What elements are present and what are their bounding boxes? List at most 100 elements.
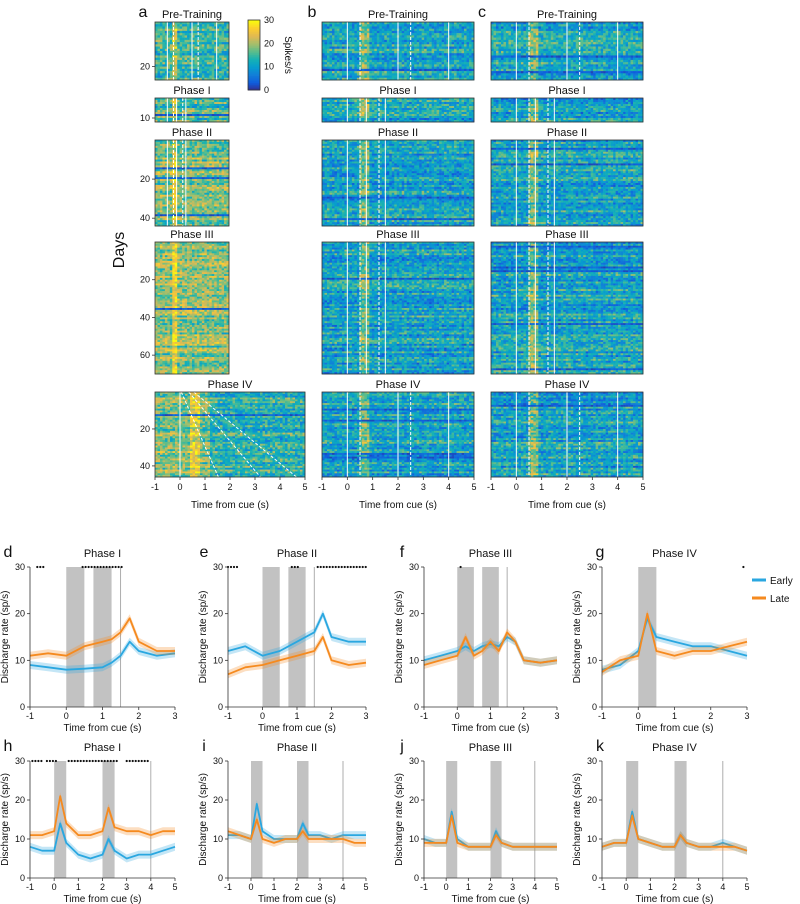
heatmap-cell <box>162 397 166 400</box>
heatmap-cell <box>162 334 166 337</box>
heatmap-cell <box>214 143 217 147</box>
heatmap-cell <box>189 285 193 288</box>
heatmap-cell <box>214 353 217 356</box>
heatmap-cell <box>206 332 210 335</box>
heatmap-cell <box>192 181 195 184</box>
heatmap-cell <box>164 326 168 330</box>
heatmap-cell <box>189 343 193 347</box>
heatmap-cell <box>164 184 168 188</box>
heatmap-cell <box>189 362 193 365</box>
heatmap-cell <box>180 401 183 404</box>
heatmap-cell <box>155 75 158 79</box>
heatmap-cell <box>182 264 185 267</box>
heatmap-cell <box>167 39 171 43</box>
heatmap-cell <box>155 338 158 341</box>
heatmap-cell <box>167 208 171 211</box>
heatmap-cell <box>177 347 180 350</box>
heatmap-cell <box>199 251 203 254</box>
heatmap-cell <box>172 110 176 113</box>
heatmap-cell <box>211 196 215 199</box>
heatmap-cell <box>211 358 215 362</box>
heatmap-cell <box>230 395 233 398</box>
heatmap-cell <box>164 364 168 367</box>
heatmap-cell <box>169 294 173 297</box>
heatmap-cell <box>201 218 205 221</box>
heatmap-cell <box>184 353 188 356</box>
heatmap-cell <box>214 155 217 158</box>
heatmap-cell <box>189 245 193 248</box>
heatmap-cell <box>187 33 190 36</box>
heatmap-cell <box>174 272 178 275</box>
heatmap-cell <box>192 66 195 70</box>
heatmap-cell <box>177 71 180 74</box>
heatmap-cell <box>240 395 243 398</box>
heatmap-cell <box>285 392 288 395</box>
heatmap-cell <box>209 188 213 192</box>
heatmap-cell <box>216 188 220 192</box>
heatmap-cell <box>194 48 198 52</box>
heatmap-cell <box>189 192 193 196</box>
heatmap-cell <box>169 257 173 260</box>
heatmap-cell <box>177 224 180 227</box>
heatmap-cell <box>199 66 203 70</box>
heatmap-cell <box>155 153 158 156</box>
heatmap-cell <box>185 392 188 395</box>
heatmap-cell <box>214 204 217 207</box>
heatmap-cell <box>169 167 173 170</box>
heatmap-cell <box>189 336 193 339</box>
heatmap-cell <box>255 397 258 400</box>
heatmap-cell <box>270 401 273 404</box>
heatmap-cell <box>197 392 201 395</box>
heatmap-cell <box>189 46 193 50</box>
heatmap-cell <box>199 302 203 305</box>
heatmap-cell <box>219 210 222 213</box>
heatmap-cell <box>211 155 215 158</box>
heatmap-cell <box>159 338 163 341</box>
heatmap-cell <box>155 155 158 158</box>
heatmap-cell <box>201 167 205 170</box>
heatmap-cell <box>195 393 198 396</box>
heatmap-cell <box>157 251 161 254</box>
heatmap-cell <box>157 332 161 335</box>
heatmap-cell <box>192 190 195 194</box>
heatmap-cell <box>226 264 230 267</box>
heatmap-cell <box>189 157 193 160</box>
heatmap-cell <box>164 116 168 119</box>
heatmap-cell <box>221 202 225 205</box>
heatmap-cell <box>177 395 181 398</box>
heatmap-cell <box>214 302 217 305</box>
heatmap-cell <box>201 159 205 162</box>
heatmap-cell <box>214 224 217 227</box>
heatmap-cell <box>155 243 158 247</box>
heatmap-cell <box>209 368 213 371</box>
heatmap-cell <box>162 347 166 350</box>
heatmap-cell <box>184 370 188 373</box>
heatmap-cell <box>190 399 193 402</box>
heatmap-cell <box>194 247 198 250</box>
heatmap-cell <box>214 186 217 190</box>
heatmap-cell <box>224 362 227 365</box>
heatmap-cell <box>189 177 193 180</box>
heatmap-cell <box>201 22 205 25</box>
heatmap-cell <box>155 190 158 194</box>
heatmap-cell <box>159 141 163 145</box>
heatmap-cell <box>194 311 198 314</box>
heatmap-cell <box>187 292 190 296</box>
heatmap-cell <box>167 165 171 168</box>
heatmap-cell <box>199 141 203 145</box>
heatmap-cell <box>179 296 183 299</box>
heatmap-cell <box>182 155 185 158</box>
heatmap-cell <box>194 163 198 166</box>
heatmap-cell <box>214 358 217 362</box>
heatmap-cell <box>177 153 180 156</box>
heatmap-cell <box>192 53 195 56</box>
heatmap-cell <box>221 140 225 143</box>
heatmap-cell <box>201 39 205 43</box>
heatmap-cell <box>192 35 195 38</box>
heatmap-cell <box>169 220 173 223</box>
heatmap-cell <box>177 214 180 217</box>
heatmap-cell <box>157 392 161 395</box>
heatmap-cell <box>155 26 158 29</box>
heatmap-cell <box>196 253 200 256</box>
heatmap-cell <box>194 309 198 313</box>
